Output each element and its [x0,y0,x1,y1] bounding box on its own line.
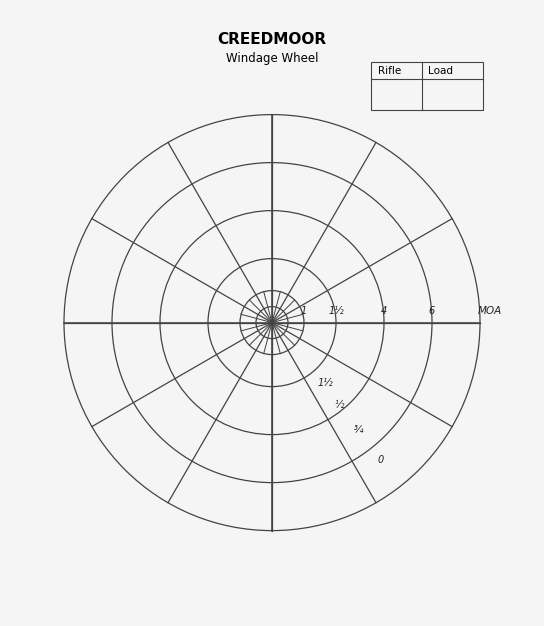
Text: 4: 4 [381,305,387,316]
Text: CREEDMOOR: CREEDMOOR [218,32,326,47]
Text: 1: 1 [301,305,307,316]
Text: ½: ½ [335,400,344,410]
Text: MOA: MOA [478,305,502,316]
Text: 6: 6 [429,305,435,316]
Bar [371,62,483,110]
Text: ¾: ¾ [354,425,363,435]
Text: 1½: 1½ [318,378,333,388]
Text: 1½: 1½ [328,305,344,316]
Text: 0: 0 [378,455,384,465]
Text: Rifle: Rifle [378,66,401,76]
Text: Load: Load [428,66,453,76]
Text: Windage Wheel: Windage Wheel [226,52,318,65]
